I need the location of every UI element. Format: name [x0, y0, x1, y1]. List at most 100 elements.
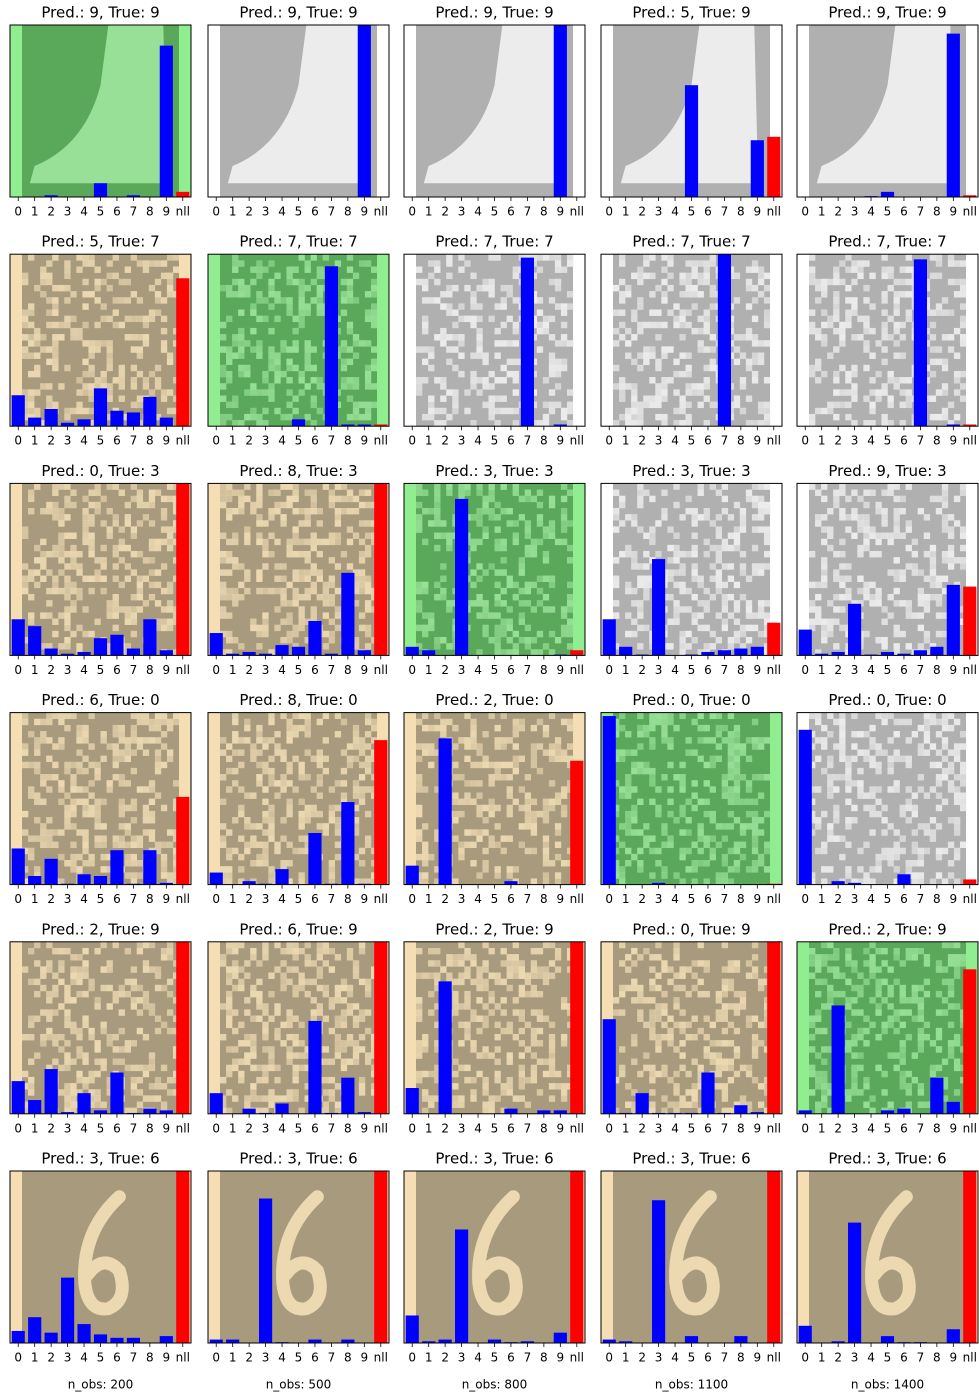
image-pixel [446, 346, 453, 353]
image-pixel [821, 847, 828, 855]
image-pixel [262, 550, 269, 558]
image-pixel [685, 413, 692, 421]
image-pixel [733, 774, 741, 781]
panel: Pred.: 7, True: 70 1 2 3 4 5 6 7 8 9 nll [403, 233, 586, 448]
image-pixel [625, 581, 632, 589]
image-pixel [619, 755, 626, 763]
x-tick-label: 0 [408, 205, 416, 219]
image-pixel [494, 538, 501, 546]
image-pixel [70, 966, 77, 973]
x-tick-label: 4 [278, 205, 286, 219]
image-pixel [941, 557, 949, 564]
image-pixel [881, 383, 888, 390]
image-pixel [160, 954, 168, 961]
image-pixel [58, 514, 65, 521]
image-pixel [643, 624, 650, 632]
panel: Pred.: 7, True: 70 1 2 3 4 5 6 7 8 9 nll [207, 233, 390, 448]
image-pixel [482, 829, 489, 836]
image-pixel [244, 291, 251, 298]
image-pixel [310, 569, 317, 576]
image-pixel [494, 303, 501, 310]
bar [77, 874, 91, 885]
image-pixel [881, 636, 888, 644]
image-pixel [262, 860, 269, 867]
image-pixel [40, 334, 47, 341]
image-pixel [256, 841, 263, 849]
image-pixel [46, 1064, 53, 1072]
x-tick-label: 5 [97, 663, 105, 677]
image-pixel [625, 544, 632, 552]
image-pixel [757, 272, 765, 280]
image-pixel [953, 792, 961, 799]
image-pixel [667, 761, 674, 769]
image-pixel [100, 841, 107, 849]
image-pixel [124, 618, 131, 625]
image-pixel [709, 303, 716, 310]
image-pixel [64, 575, 71, 582]
image-pixel [833, 817, 840, 824]
image-pixel [619, 841, 626, 849]
image-pixel [440, 724, 447, 732]
x-tick-label: 4 [474, 434, 482, 448]
image-pixel [256, 272, 263, 280]
image-pixel [827, 630, 834, 638]
image-pixel [274, 841, 281, 849]
image-pixel [809, 810, 816, 818]
image-pixel [136, 1064, 144, 1072]
image-pixel [745, 278, 753, 286]
image-pixel [554, 872, 562, 879]
image-pixel [542, 798, 550, 806]
image-pixel [757, 600, 765, 607]
image-pixel [625, 327, 632, 335]
image-pixel [346, 761, 354, 769]
image-pixel [94, 321, 101, 329]
image-pixel [286, 941, 293, 949]
image-pixel [947, 841, 955, 849]
x-tick-label: 7 [917, 205, 925, 219]
image-pixel [28, 309, 35, 316]
image-pixel [881, 334, 888, 341]
image-pixel [947, 724, 955, 732]
image-pixel [298, 878, 305, 885]
image-pixel [124, 606, 131, 613]
image-pixel [148, 260, 156, 267]
image-pixel [82, 829, 89, 836]
image-pixel [304, 817, 311, 824]
image-pixel [613, 507, 620, 515]
image-pixel [881, 520, 888, 527]
image-pixel [721, 483, 729, 490]
image-pixel [422, 712, 429, 720]
image-pixel [286, 501, 293, 509]
image-pixel [554, 284, 562, 292]
image-pixel [721, 563, 729, 570]
image-pixel [416, 810, 423, 818]
image-pixel [220, 420, 227, 427]
image-pixel [70, 823, 77, 830]
image-pixel [256, 495, 263, 503]
image-pixel [649, 346, 656, 353]
image-pixel [470, 370, 477, 378]
image-pixel [244, 284, 251, 292]
x-tick-label: 6 [507, 434, 515, 448]
image-pixel [953, 823, 961, 830]
image-pixel [554, 358, 562, 366]
image-pixel [691, 260, 698, 267]
image-pixel [22, 847, 29, 855]
image-pixel [52, 340, 59, 347]
image-pixel [124, 804, 131, 812]
bar [963, 586, 977, 656]
image-pixel [911, 878, 918, 885]
image-pixel [322, 767, 329, 775]
image-pixel [727, 612, 735, 619]
image-pixel [46, 755, 53, 763]
image-pixel [751, 563, 759, 570]
image-pixel [256, 291, 263, 298]
x-tick-label: 9 [162, 1121, 170, 1135]
x-tick-label: 2 [245, 434, 253, 448]
image-pixel [322, 587, 329, 595]
image-pixel [667, 798, 674, 806]
image-pixel [821, 483, 828, 490]
bar [110, 1072, 124, 1114]
image-pixel [875, 389, 882, 396]
image-pixel [470, 377, 477, 384]
